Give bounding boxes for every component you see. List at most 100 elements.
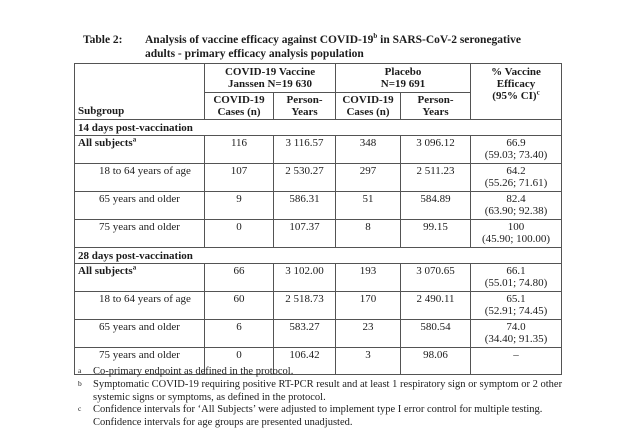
col-header-subgroup: Subgroup — [74, 63, 205, 120]
vaccine-py-cell: 2 518.73 — [272, 291, 337, 320]
placebo-cases-cell: 23 — [335, 319, 402, 348]
vaccine-cases-cell: 0 — [204, 219, 274, 248]
vaccine-group-line2: Janssen N=19 630 — [228, 78, 312, 90]
placebo-cases-cell: 348 — [335, 135, 402, 164]
subgroup-cell: All subjectsa — [74, 135, 205, 164]
subgroup-cell: 65 years and older — [74, 191, 205, 220]
efficacy-value: 100 — [507, 221, 525, 233]
table-caption: Table 2: Analysis of vaccine efficacy ag… — [83, 33, 521, 61]
efficacy-cell: 66.9 (59.03; 73.40) — [470, 135, 563, 164]
placebo-py-line2: Years — [422, 106, 449, 118]
efficacy-ci: (34.40; 91.35) — [484, 333, 548, 345]
placebo-cases-cell: 8 — [335, 219, 402, 248]
col-header-placebo-cases: COVID-19 Cases (n) — [335, 92, 402, 120]
vaccine-cases-cell: 6 — [204, 319, 274, 348]
subgroup-cell: 65 years and older — [74, 319, 205, 348]
efficacy-header-line2: Efficacy — [496, 78, 536, 90]
efficacy-value: – — [513, 349, 519, 361]
col-header-placebo-py: Person- Years — [400, 92, 472, 120]
efficacy-cell: 66.1 (55.01; 74.80) — [470, 263, 563, 292]
vaccine-cases-cell: 107 — [204, 163, 274, 192]
footnote-marker-b: b — [78, 378, 82, 388]
table-row-18-64-28d: 18 to 64 years of age 60 2 518.73 170 2 … — [74, 291, 563, 320]
table-title-line1-text: Analysis of vaccine efficacy against COV… — [145, 34, 374, 46]
subgroup-label: All subjects — [78, 265, 133, 277]
table-row-all-subjects-28d: All subjectsa 66 3 102.00 193 3 070.65 6… — [74, 263, 563, 292]
footnote-b-text: Symptomatic COVID-19 requiring positive … — [93, 379, 568, 405]
col-header-vaccine-py: Person- Years — [272, 92, 337, 120]
table-title-line1-cont: in SARS-CoV-2 seronegative — [377, 34, 521, 46]
placebo-py-cell: 584.89 — [400, 191, 472, 220]
table-number: Table 2: — [83, 34, 123, 46]
efficacy-cell: – — [470, 347, 563, 375]
col-header-vaccine-cases: COVID-19 Cases (n) — [204, 92, 274, 120]
vaccine-group-line1: COVID-19 Vaccine — [224, 66, 316, 78]
efficacy-cell: 65.1 (52.91; 74.45) — [470, 291, 563, 320]
placebo-py-cell: 99.15 — [400, 219, 472, 248]
efficacy-cell: 100 (45.90; 100.00) — [470, 219, 563, 248]
table-row-75-older-28d: 75 years and older 0 106.42 3 98.06 – — [74, 347, 563, 375]
col-header-efficacy: % Vaccine Efficacy (95% CI)c — [470, 63, 563, 120]
efficacy-cell: 64.2 (55.26; 71.61) — [470, 163, 563, 192]
subgroup-cell: 75 years and older — [74, 347, 205, 375]
placebo-py-cell: 3 096.12 — [400, 135, 472, 164]
footnote-c-line2: Confidence intervals for age groups are … — [93, 417, 353, 429]
vaccine-py-cell: 3 102.00 — [272, 263, 337, 292]
table-title-line2: adults - primary efficacy analysis popul… — [145, 48, 364, 60]
subgroup-label: All subjects — [78, 137, 133, 149]
placebo-cases-line1: COVID-19 — [342, 94, 394, 106]
footnote-b-line1: Symptomatic COVID-19 requiring positive … — [93, 378, 563, 390]
footnote-c-text: Confidence intervals for ‘All Subjects’ … — [93, 404, 568, 430]
footnote-a-line1: Co-primary endpoint as defined in the pr… — [93, 366, 294, 377]
subgroup-superscript: a — [132, 135, 137, 144]
subgroup-cell: 18 to 64 years of age — [74, 291, 205, 320]
placebo-cases-line2: Cases (n) — [346, 106, 390, 118]
placebo-py-line1: Person- — [417, 94, 454, 106]
efficacy-ci: (55.26; 71.61) — [484, 177, 548, 189]
footnote-c-line1: Confidence intervals for ‘All Subjects’ … — [93, 404, 543, 416]
placebo-py-cell: 2 490.11 — [400, 291, 472, 320]
placebo-group-line1: Placebo — [384, 66, 422, 78]
section-row-28-days: 28 days post-vaccination — [73, 247, 563, 264]
placebo-py-cell: 2 511.23 — [400, 163, 472, 192]
col-group-placebo: Placebo N=19 691 — [335, 63, 472, 93]
efficacy-header-line3: (95% CI)c — [473, 89, 559, 102]
efficacy-ci: (52.91; 74.45) — [484, 305, 548, 317]
vaccine-cases-cell: 9 — [204, 191, 274, 220]
efficacy-value: 82.4 — [506, 193, 526, 205]
efficacy-header-ci: (95% CI) — [492, 90, 537, 102]
efficacy-value: 64.2 — [506, 165, 526, 177]
footnotes: a Co-primary endpoint as defined in the … — [78, 366, 568, 430]
footnote-marker-a: a — [78, 366, 82, 375]
placebo-cases-cell: 193 — [335, 263, 402, 292]
placebo-py-cell: 580.54 — [400, 319, 472, 348]
efficacy-header-line1: % Vaccine — [491, 66, 541, 78]
col-group-vaccine: COVID-19 Vaccine Janssen N=19 630 — [203, 63, 337, 93]
table-row-65-older-28d: 65 years and older 6 583.27 23 580.54 74… — [74, 319, 563, 348]
efficacy-ci: (59.03; 73.40) — [484, 149, 548, 161]
vaccine-cases-line1: COVID-19 — [213, 94, 265, 106]
table-row-18-64-14d: 18 to 64 years of age 107 2 530.27 297 2… — [74, 163, 563, 192]
vaccine-cases-cell: 116 — [204, 135, 274, 164]
subgroup-cell: 18 to 64 years of age — [74, 163, 205, 192]
placebo-cases-cell: 170 — [335, 291, 402, 320]
subgroup-cell: All subjectsa — [74, 263, 205, 292]
vaccine-cases-cell: 60 — [204, 291, 274, 320]
efficacy-value: 66.1 — [506, 265, 526, 277]
efficacy-cell: 82.4 (63.90; 92.38) — [470, 191, 563, 220]
footnote-c: c Confidence intervals for ‘All Subjects… — [78, 404, 568, 430]
placebo-cases-cell: 51 — [335, 191, 402, 220]
table-row-65-older-14d: 65 years and older 9 586.31 51 584.89 82… — [74, 191, 563, 220]
section-label-28-days: 28 days post-vaccination — [73, 247, 563, 264]
vaccine-cases-line2: Cases (n) — [217, 106, 261, 118]
vaccine-py-cell: 583.27 — [272, 319, 337, 348]
vaccine-cases-cell: 0 — [204, 347, 274, 375]
subgroup-superscript: a — [132, 263, 137, 272]
efficacy-ci: (63.90; 92.38) — [484, 205, 548, 217]
section-label-14-days: 14 days post-vaccination — [73, 119, 563, 136]
vaccine-py-line1: Person- — [286, 94, 323, 106]
efficacy-ci: (45.90; 100.00) — [481, 233, 551, 245]
footnote-b-line2: systemic signs or symptoms, as defined i… — [93, 391, 326, 403]
footnote-a-text: Co-primary endpoint as defined in the pr… — [93, 366, 568, 379]
